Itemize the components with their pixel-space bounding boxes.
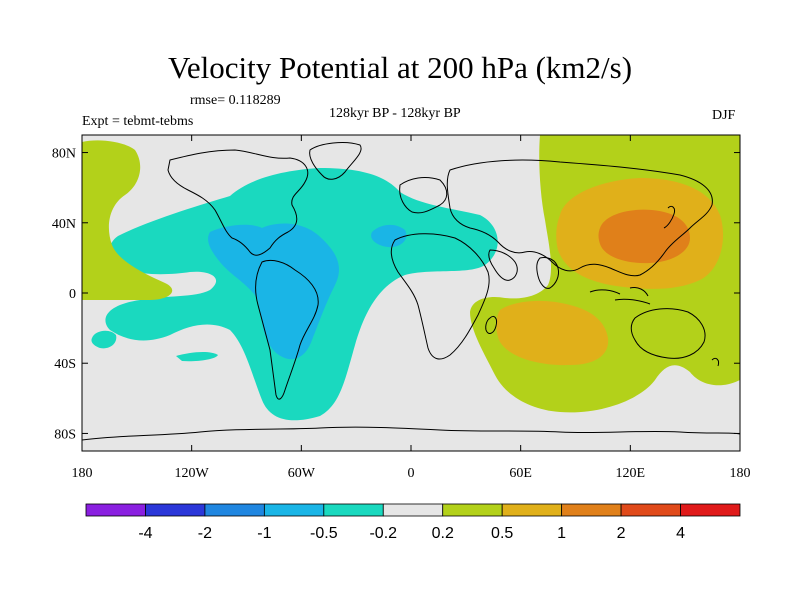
colorbar-label: 0.5 <box>491 525 513 542</box>
colorbar-swatch <box>204 503 265 517</box>
colorbar: -4 -2 -1 -0.5 -0.2 0.2 0.5 1 2 4 <box>85 503 741 542</box>
colorbar-swatch <box>442 503 503 517</box>
season-label: DJF <box>712 108 736 123</box>
x-tick-label: 60W <box>288 466 316 481</box>
colorbar-swatch <box>323 503 384 517</box>
colorbar-swatch <box>263 503 325 517</box>
positive-contour-0.2 <box>82 140 173 300</box>
negative-contour-0.5 <box>371 224 407 248</box>
coastlines <box>82 142 740 441</box>
colorbar-label: 2 <box>617 525 626 542</box>
positive-contour-0.2 <box>702 345 714 352</box>
rmse-label: rmse= 0.118289 <box>190 93 281 108</box>
x-tick-label: 120W <box>175 466 210 481</box>
y-tick-label: 80S <box>54 427 76 442</box>
positive-contour-0.5 <box>496 300 609 366</box>
y-tick-label: 40N <box>52 217 76 232</box>
negative-contour-0.2 <box>91 330 117 349</box>
x-tick-label: 0 <box>408 466 415 481</box>
period-label: 128kyr BP - 128kyr BP <box>329 106 461 121</box>
x-tick-label: 180 <box>72 466 93 481</box>
colorbar-swatch <box>620 503 681 517</box>
experiment-label: Expt = tebmt-tebms <box>82 114 194 129</box>
colorbar-swatch <box>680 503 741 517</box>
colorbar-label: -0.5 <box>310 525 338 542</box>
colorbar-swatch <box>501 503 563 517</box>
x-tick-label: 60E <box>509 466 532 481</box>
x-tick-label: 180 <box>730 466 751 481</box>
colorbar-swatch <box>145 503 206 517</box>
y-tick-label: 0 <box>69 287 76 302</box>
x-axis: 180 120W 60W 0 60E 120E 180 <box>72 135 751 481</box>
y-tick-label: 40S <box>54 357 76 372</box>
colorbar-label: -2 <box>198 525 212 542</box>
colorbar-swatch <box>382 503 444 517</box>
negative-contour-0.2 <box>176 352 218 362</box>
colorbar-label: 1 <box>557 525 566 542</box>
colorbar-swatch <box>85 503 146 517</box>
positive-contour-1 <box>598 209 690 264</box>
negative-contour-0.5 <box>208 223 339 360</box>
colorbar-swatch <box>561 503 622 517</box>
colorbar-label: 0.2 <box>432 525 454 542</box>
map-panel <box>82 135 740 451</box>
colorbar-label: -1 <box>257 525 271 542</box>
x-tick-label: 120E <box>616 466 646 481</box>
colorbar-label: -0.2 <box>369 525 397 542</box>
colorbar-label: -4 <box>138 525 152 542</box>
colorbar-label: 4 <box>676 525 685 542</box>
y-tick-label: 80N <box>52 147 76 162</box>
chart-title: Velocity Potential at 200 hPa (km2/s) <box>167 50 633 85</box>
y-axis: 80N 40N 0 40S 80S <box>52 147 740 442</box>
